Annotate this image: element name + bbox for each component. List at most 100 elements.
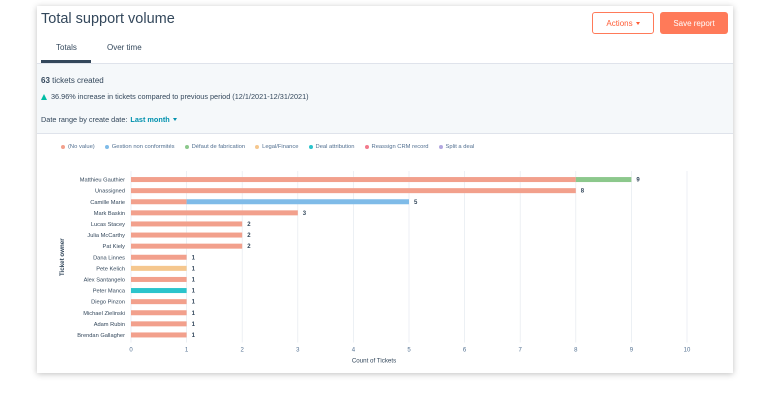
bar-segment[interactable] <box>131 221 243 227</box>
x-tick-label: 2 <box>241 348 245 354</box>
tab-totals[interactable]: Totals <box>56 43 77 52</box>
chart-area: (No value) Gestion non conformités Défaut … <box>37 134 733 373</box>
legend-item[interactable]: Reassign CRM record <box>364 144 429 150</box>
data-label: 5 <box>414 200 418 206</box>
increase-text: 36.96% increase in tickets compared to p… <box>51 92 309 101</box>
bar-segment[interactable] <box>131 332 187 338</box>
bar-segment[interactable] <box>131 299 187 305</box>
data-label: 1 <box>192 322 196 328</box>
x-tick-label: 6 <box>463 348 467 354</box>
x-tick-label: 10 <box>684 348 691 354</box>
tickets-count: 63 <box>41 76 50 85</box>
legend-item[interactable]: Split a deal <box>438 144 474 150</box>
category-label: Mark Baskin <box>94 211 125 217</box>
category-label: Julia McCarthy <box>87 233 125 239</box>
bar-segment[interactable] <box>186 199 409 205</box>
x-tick-label: 3 <box>296 348 300 354</box>
data-label: 1 <box>192 289 196 295</box>
legend-label: Legal/Finance <box>262 144 299 150</box>
date-range-dropdown[interactable]: Last month <box>130 115 170 124</box>
legend-label: (No value) <box>68 144 95 150</box>
legend-swatch <box>184 145 189 149</box>
y-axis-title: Ticket owner <box>59 238 66 276</box>
caret-down-icon <box>172 118 177 121</box>
bar-segment[interactable] <box>131 310 187 316</box>
summary-panel: 63 tickets created 36.96% increase in ti… <box>37 64 733 134</box>
legend-item[interactable]: Legal/Finance <box>255 144 299 150</box>
caret-down-icon <box>635 21 640 25</box>
data-label: 1 <box>192 300 196 306</box>
legend-swatch <box>308 145 313 149</box>
category-label: Unassigned <box>95 189 125 195</box>
category-label: Camille Marie <box>90 200 125 206</box>
actions-dropdown-button[interactable]: Actions <box>592 12 654 34</box>
category-label: Matthieu Gauthier <box>80 178 125 184</box>
data-label: 2 <box>247 222 251 228</box>
category-label: Adam Rubin <box>94 322 125 328</box>
category-label: Diego Pinzon <box>91 300 125 306</box>
bar-segment[interactable] <box>131 321 187 327</box>
bar-segment[interactable] <box>131 243 243 249</box>
data-label: 3 <box>303 211 307 217</box>
legend-swatch <box>438 145 443 149</box>
tickets-count-label: tickets created <box>52 76 104 85</box>
x-tick-label: 1 <box>185 348 189 354</box>
x-tick-label: 9 <box>630 348 634 354</box>
x-tick-label: 0 <box>129 348 133 354</box>
tickets-created-summary: 63 tickets created <box>41 76 104 85</box>
x-tick-label: 4 <box>352 348 356 354</box>
legend-item[interactable]: Gestion non conformités <box>104 144 175 150</box>
date-range-label: Date range by create date: <box>41 115 128 124</box>
category-label: Lucas Stacey <box>91 222 125 228</box>
x-tick-label: 5 <box>407 348 411 354</box>
data-label: 8 <box>581 189 585 195</box>
data-label: 1 <box>192 255 196 261</box>
tab-over-time[interactable]: Over time <box>107 43 142 52</box>
category-label: Alex Santangelo <box>84 277 125 283</box>
legend-swatch <box>104 145 109 149</box>
legend-swatch <box>364 145 369 149</box>
bar-segment[interactable] <box>131 188 576 194</box>
date-range-filter: Date range by create date: Last month <box>41 115 177 124</box>
bar-segment[interactable] <box>131 232 243 238</box>
bar-segment[interactable] <box>131 276 187 282</box>
category-label: Brendan Gallagher <box>77 333 125 339</box>
data-label: 1 <box>192 266 196 272</box>
x-axis-title: Count of Tickets <box>352 358 396 365</box>
legend-label: Gestion non conformités <box>111 144 175 150</box>
category-label: Peter Manca <box>93 289 126 295</box>
data-label: 2 <box>247 233 251 239</box>
data-label: 1 <box>192 333 196 339</box>
report-card: Total support volume Actions Save report… <box>37 6 733 373</box>
data-label: 9 <box>636 178 640 184</box>
bar-segment[interactable] <box>131 210 298 216</box>
category-label: Michael Zielinski <box>83 311 125 317</box>
legend-label: Reassign CRM record <box>371 144 429 150</box>
legend-item[interactable]: (No value) <box>61 144 95 150</box>
legend-item[interactable]: Défaut de fabrication <box>184 144 245 150</box>
data-label: 1 <box>192 311 196 317</box>
bar-segment[interactable] <box>131 199 187 205</box>
data-label: 1 <box>192 277 196 283</box>
save-report-button[interactable]: Save report <box>660 12 728 34</box>
legend-swatch <box>61 145 65 149</box>
category-label: Dana Linnes <box>93 255 125 261</box>
bar-segment[interactable] <box>131 265 187 271</box>
chart-legend: (No value) Gestion non conformités Défaut … <box>61 144 474 150</box>
category-label: Pat Kiely <box>103 244 126 250</box>
active-tab-indicator <box>41 60 91 63</box>
bar-segment[interactable] <box>131 254 187 260</box>
increase-comparison: 36.96% increase in tickets compared to p… <box>41 92 309 101</box>
bar-segment[interactable] <box>131 177 576 183</box>
legend-item[interactable]: Deal attribution <box>308 144 355 150</box>
category-label: Pete Kelich <box>96 266 125 272</box>
x-tick-label: 8 <box>574 348 578 354</box>
x-tick-label: 7 <box>519 348 523 354</box>
report-header: Total support volume Actions Save report… <box>37 6 733 64</box>
bar-segment[interactable] <box>575 177 632 183</box>
trend-up-icon <box>41 93 47 100</box>
report-title: Total support volume <box>41 11 175 27</box>
bar-chart: 0 1 2 3 4 5 6 7 8 9 10 Matthieu Gauthier 9 Unassigned… <box>59 171 691 365</box>
bar-segment[interactable] <box>131 288 187 294</box>
actions-label: Actions <box>606 18 633 28</box>
